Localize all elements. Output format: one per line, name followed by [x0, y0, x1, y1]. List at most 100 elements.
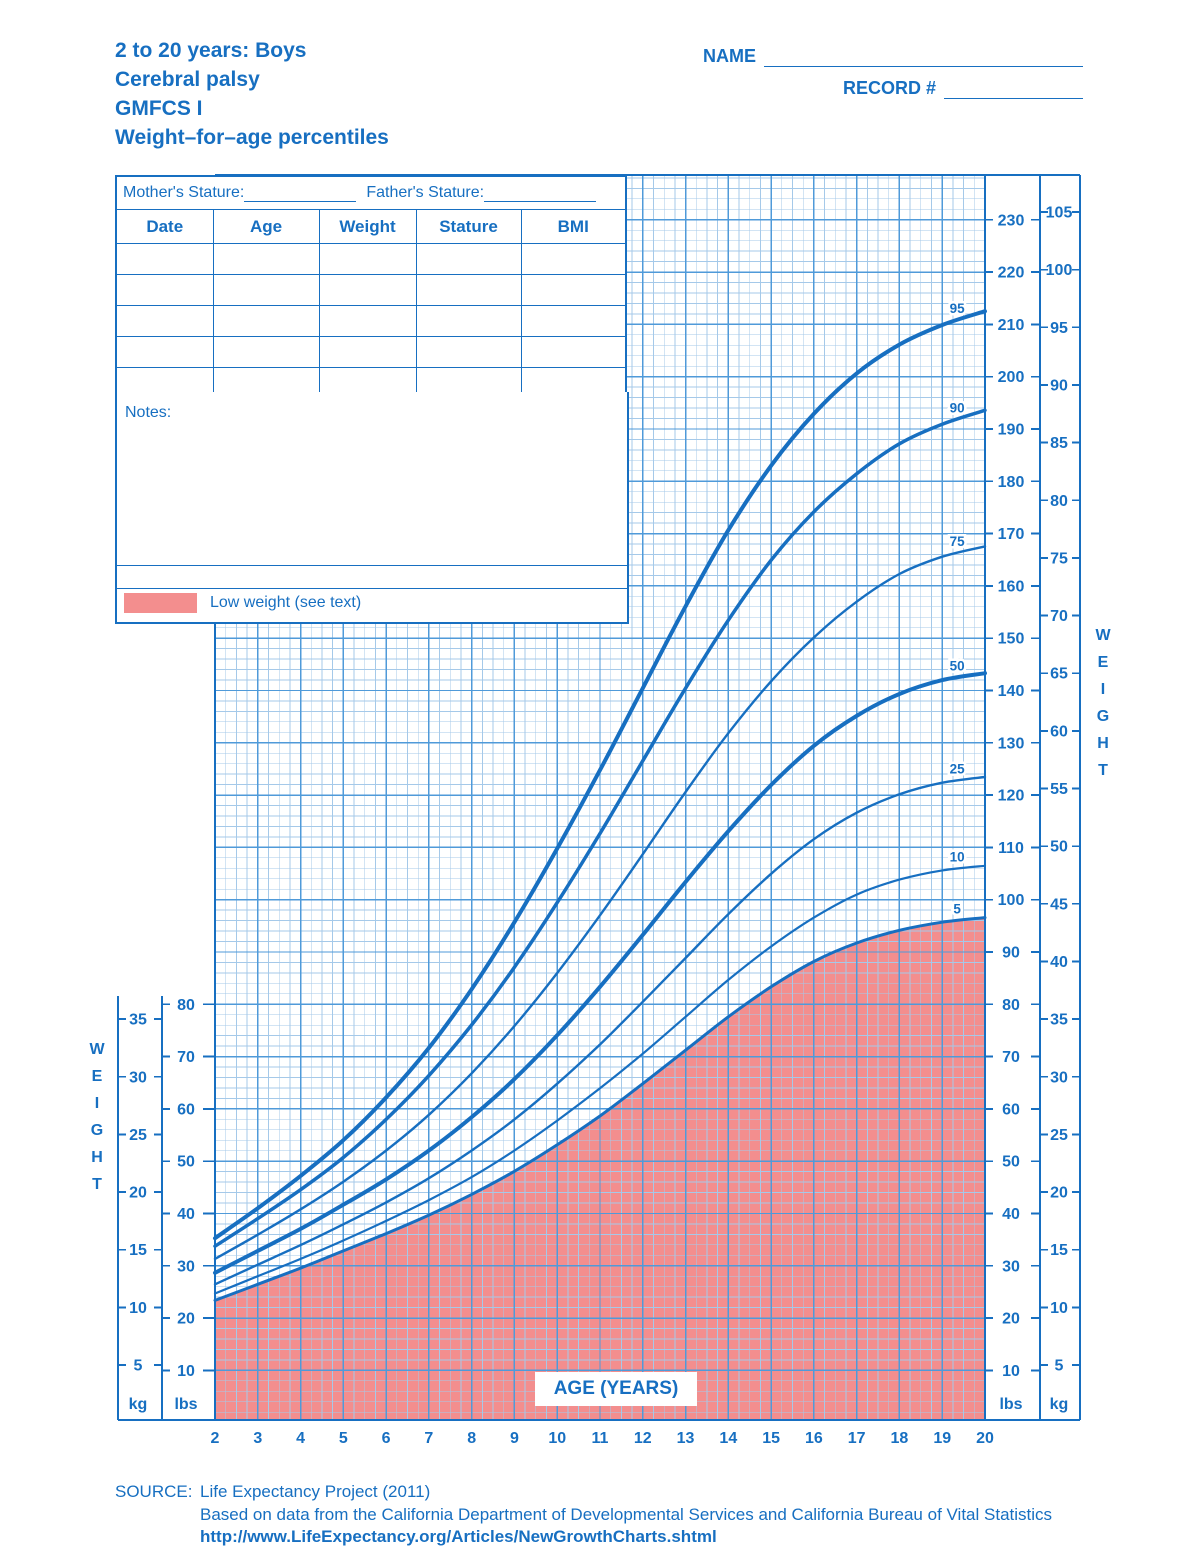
right-lbs-tick-label: 220: [998, 265, 1025, 282]
left-lbs-tick-label: 20: [177, 1311, 195, 1328]
measurement-cell-empty[interactable]: [520, 305, 627, 337]
age-tick-label: 15: [762, 1430, 780, 1447]
measurement-table-header: Date Age Weight Stature BMI: [115, 209, 627, 244]
right-lbs-unit-label: lbs: [999, 1396, 1022, 1413]
right-lbs-tick-label: 120: [998, 788, 1025, 805]
right-kg-tick-label: 75: [1050, 550, 1068, 567]
notes-writing-area[interactable]: [117, 432, 627, 562]
right-kg-tick-label: 15: [1050, 1242, 1068, 1259]
mother-stature-label: Mother's Stature:: [123, 183, 245, 201]
right-kg-tick-label: 60: [1050, 723, 1068, 740]
right-kg-tick-label: 65: [1050, 666, 1068, 683]
title-chart-type: Weight–for–age percentiles: [115, 126, 389, 149]
measurement-row: [115, 305, 627, 337]
column-header-stature: Stature: [415, 209, 522, 244]
right-lbs-tick-label: 170: [998, 526, 1025, 543]
percentile-curve-10: [213, 864, 987, 1295]
measurement-cell-empty[interactable]: [415, 274, 522, 306]
name-field-row: NAME: [703, 46, 1083, 67]
right-kg-tick-label: 5: [1055, 1358, 1064, 1375]
axis-tick-labels: 10 20 30 40 50 60 70 80 90 100 110 120 130 140 150 160 1…: [129, 205, 1073, 1448]
measurement-cell-empty[interactable]: [520, 274, 627, 306]
record-label: RECORD #: [843, 78, 937, 98]
measurement-cell-empty[interactable]: [520, 336, 627, 368]
percentile-label-50: 50: [950, 659, 965, 674]
age-tick-label: 4: [296, 1430, 305, 1447]
measurement-cell-empty[interactable]: [115, 243, 214, 275]
measurement-cell-empty[interactable]: [212, 243, 320, 275]
right-kg-tick-label: 20: [1050, 1185, 1068, 1202]
age-tick-label: 20: [976, 1430, 994, 1447]
measurement-cell-empty[interactable]: [212, 305, 320, 337]
left-lbs-tick-label: 50: [177, 1154, 195, 1171]
left-lbs-unit-label: lbs: [174, 1396, 197, 1413]
measurement-cell-empty[interactable]: [415, 243, 522, 275]
chart-frame: [116, 173, 1082, 1422]
measurement-cell-empty[interactable]: [115, 336, 214, 368]
source-url[interactable]: http://www.LifeExpectancy.org/Articles/N…: [200, 1527, 717, 1546]
measurement-cell-empty[interactable]: [115, 274, 214, 306]
right-lbs-tick-label: 190: [998, 421, 1025, 438]
record-blank-line[interactable]: [944, 81, 1083, 99]
age-tick-label: 17: [848, 1430, 866, 1447]
chart-title-block: 2 to 20 years: Boys Cerebral palsy GMFCS…: [115, 36, 389, 152]
right-lbs-tick-label: 40: [1002, 1206, 1020, 1223]
age-tick-label: 11: [592, 1430, 609, 1447]
measurement-cell-empty[interactable]: [318, 305, 417, 337]
percentile-label-95: 95: [950, 301, 966, 316]
notes-box: Notes: Low weight (see text): [115, 392, 629, 624]
left-kg-tick-label: 10: [129, 1300, 147, 1317]
right-lbs-tick-label: 100: [998, 892, 1025, 909]
measurement-cell-empty[interactable]: [520, 243, 627, 275]
percentile-curve-75: [213, 545, 987, 1261]
right-kg-tick-label: 25: [1050, 1127, 1068, 1144]
notes-divider-line: [117, 565, 627, 566]
right-kg-tick-label: 45: [1050, 896, 1068, 913]
right-lbs-tick-label: 230: [998, 212, 1025, 229]
left-kg-tick-label: 35: [129, 1012, 147, 1029]
right-kg-tick-label: 40: [1050, 954, 1068, 971]
age-tick-label: 9: [510, 1430, 519, 1447]
right-kg-tick-label: 10: [1050, 1300, 1068, 1317]
right-kg-tick-label: 80: [1050, 493, 1068, 510]
left-lbs-tick-label: 10: [177, 1363, 195, 1380]
right-lbs-tick-label: 200: [998, 369, 1025, 386]
father-stature-blank[interactable]: [484, 186, 597, 202]
title-gmfcs-level: GMFCS I: [115, 97, 203, 120]
low-weight-swatch: [124, 593, 197, 613]
measurement-cell-empty[interactable]: [415, 305, 522, 337]
left-lbs-tick-label: 70: [177, 1049, 195, 1066]
age-tick-label: 18: [891, 1430, 909, 1447]
right-lbs-tick-label: 20: [1002, 1311, 1020, 1328]
right-kg-tick-label: 70: [1050, 608, 1068, 625]
age-tick-label: 14: [719, 1430, 737, 1447]
right-kg-tick-label: 100: [1046, 262, 1073, 279]
percentile-curve-5: [213, 916, 987, 1302]
right-kg-tick-label: 85: [1050, 435, 1068, 452]
left-kg-tick-label: 15: [129, 1242, 147, 1259]
record-field-row: RECORD #: [843, 78, 1083, 99]
right-kg-tick-label: 30: [1050, 1069, 1068, 1086]
measurement-cell-empty[interactable]: [115, 305, 214, 337]
measurement-row: [115, 243, 627, 275]
mother-stature-blank[interactable]: [244, 186, 357, 202]
right-lbs-tick-label: 50: [1002, 1154, 1020, 1171]
measurement-cell-empty[interactable]: [212, 274, 320, 306]
name-blank-line[interactable]: [764, 49, 1083, 67]
axis-tick-marks: [118, 211, 1080, 1372]
age-tick-label: 5: [339, 1430, 348, 1447]
measurement-cell-empty[interactable]: [318, 243, 417, 275]
measurement-cell-empty[interactable]: [318, 336, 417, 368]
age-tick-label: 13: [677, 1430, 695, 1447]
measurement-cell-empty[interactable]: [318, 274, 417, 306]
column-header-weight: Weight: [318, 209, 417, 244]
age-tick-label: 7: [424, 1430, 433, 1447]
measurement-row: [115, 336, 627, 368]
right-lbs-tick-label: 150: [998, 631, 1025, 648]
low-weight-label: Low weight (see text): [210, 594, 362, 611]
measurement-cell-empty[interactable]: [415, 336, 522, 368]
right-kg-tick-label: 105: [1046, 205, 1073, 222]
percentile-label-25: 25: [950, 762, 966, 777]
measurement-cell-empty[interactable]: [212, 336, 320, 368]
